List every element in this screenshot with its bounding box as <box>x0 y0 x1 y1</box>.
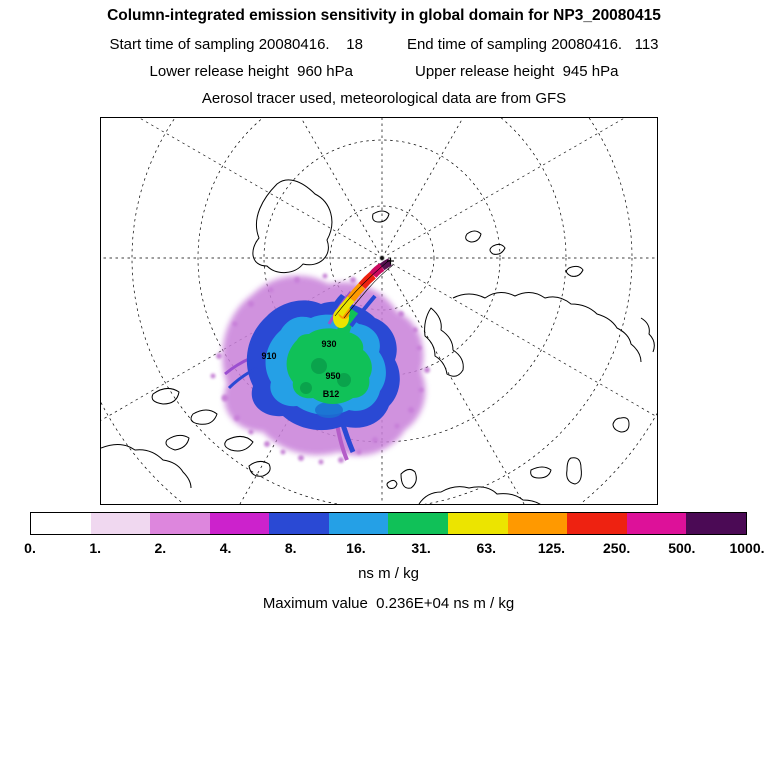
start-time-text: Start time of sampling 20080416. 18 <box>109 36 363 53</box>
colorbar-tick-label: 250. <box>603 540 631 556</box>
map-annotation: 910 <box>261 351 277 361</box>
colorbar <box>30 512 747 535</box>
colorbar-units-label: ns m / kg <box>358 565 419 582</box>
colorbar-segment <box>31 513 91 534</box>
sampling-time-line: Start time of sampling 20080416. 18 End t… <box>0 36 768 53</box>
colorbar-segment <box>686 513 746 534</box>
tracer-line: Aerosol tracer used, meteorological data… <box>201 90 567 107</box>
release-height-line: Lower release height 960 hPa Upper releas… <box>0 63 768 80</box>
plot-title: Column-integrated emission sensitivity i… <box>107 7 661 24</box>
colorbar-tick-label: 1000. <box>729 540 765 556</box>
colorbar-segment <box>626 513 687 534</box>
lower-release-text: Lower release height 960 hPa <box>149 63 353 80</box>
colorbar-tick-label: 31. <box>411 540 431 556</box>
colorbar-segment <box>90 513 151 534</box>
colorbar-tick-label: 125. <box>537 540 566 556</box>
colorbar-segment <box>209 513 270 534</box>
colorbar-segment <box>567 513 627 534</box>
coastlines <box>101 179 655 504</box>
colorbar-segment <box>507 513 568 534</box>
polar-map-svg <box>101 118 657 504</box>
sensitivity-plume <box>210 257 430 465</box>
colorbar-tick-label: 8. <box>284 540 297 556</box>
colorbar-tick-label: 4. <box>219 540 232 556</box>
map-annotation: B12 <box>322 389 340 399</box>
map-annotation: 930 <box>321 339 337 349</box>
colorbar-tick-label: 500. <box>668 540 696 556</box>
receptor-marker <box>387 257 394 265</box>
max-value-label: Maximum value 0.236E+04 ns m / kg <box>262 595 515 612</box>
upper-release-text: Upper release height 945 hPa <box>415 63 619 80</box>
high-sensitivity-streak <box>327 258 394 328</box>
end-time-text: End time of sampling 20080416. 113 <box>406 36 659 53</box>
colorbar-tick-label: 1. <box>89 540 102 556</box>
colorbar-tick-label: 2. <box>154 540 167 556</box>
colorbar-segment <box>269 513 329 534</box>
colorbar-tick-label: 0. <box>24 540 36 556</box>
colorbar-ticks: 0. 1. 2. 4. 8. 16. 31. 63. 125. 250. 500. 1000. <box>24 540 764 558</box>
colorbar-segment <box>448 513 508 534</box>
colorbar-segment <box>328 513 389 534</box>
map-panel: 910 930 950 B12 <box>100 117 658 505</box>
colorbar-segment <box>388 513 449 534</box>
graticule-meridians <box>101 118 657 504</box>
colorbar-tick-label: 16. <box>346 540 366 556</box>
colorbar-segment <box>150 513 210 534</box>
colorbar-tick-label: 63. <box>476 540 496 556</box>
map-annotation: 950 <box>325 371 341 381</box>
